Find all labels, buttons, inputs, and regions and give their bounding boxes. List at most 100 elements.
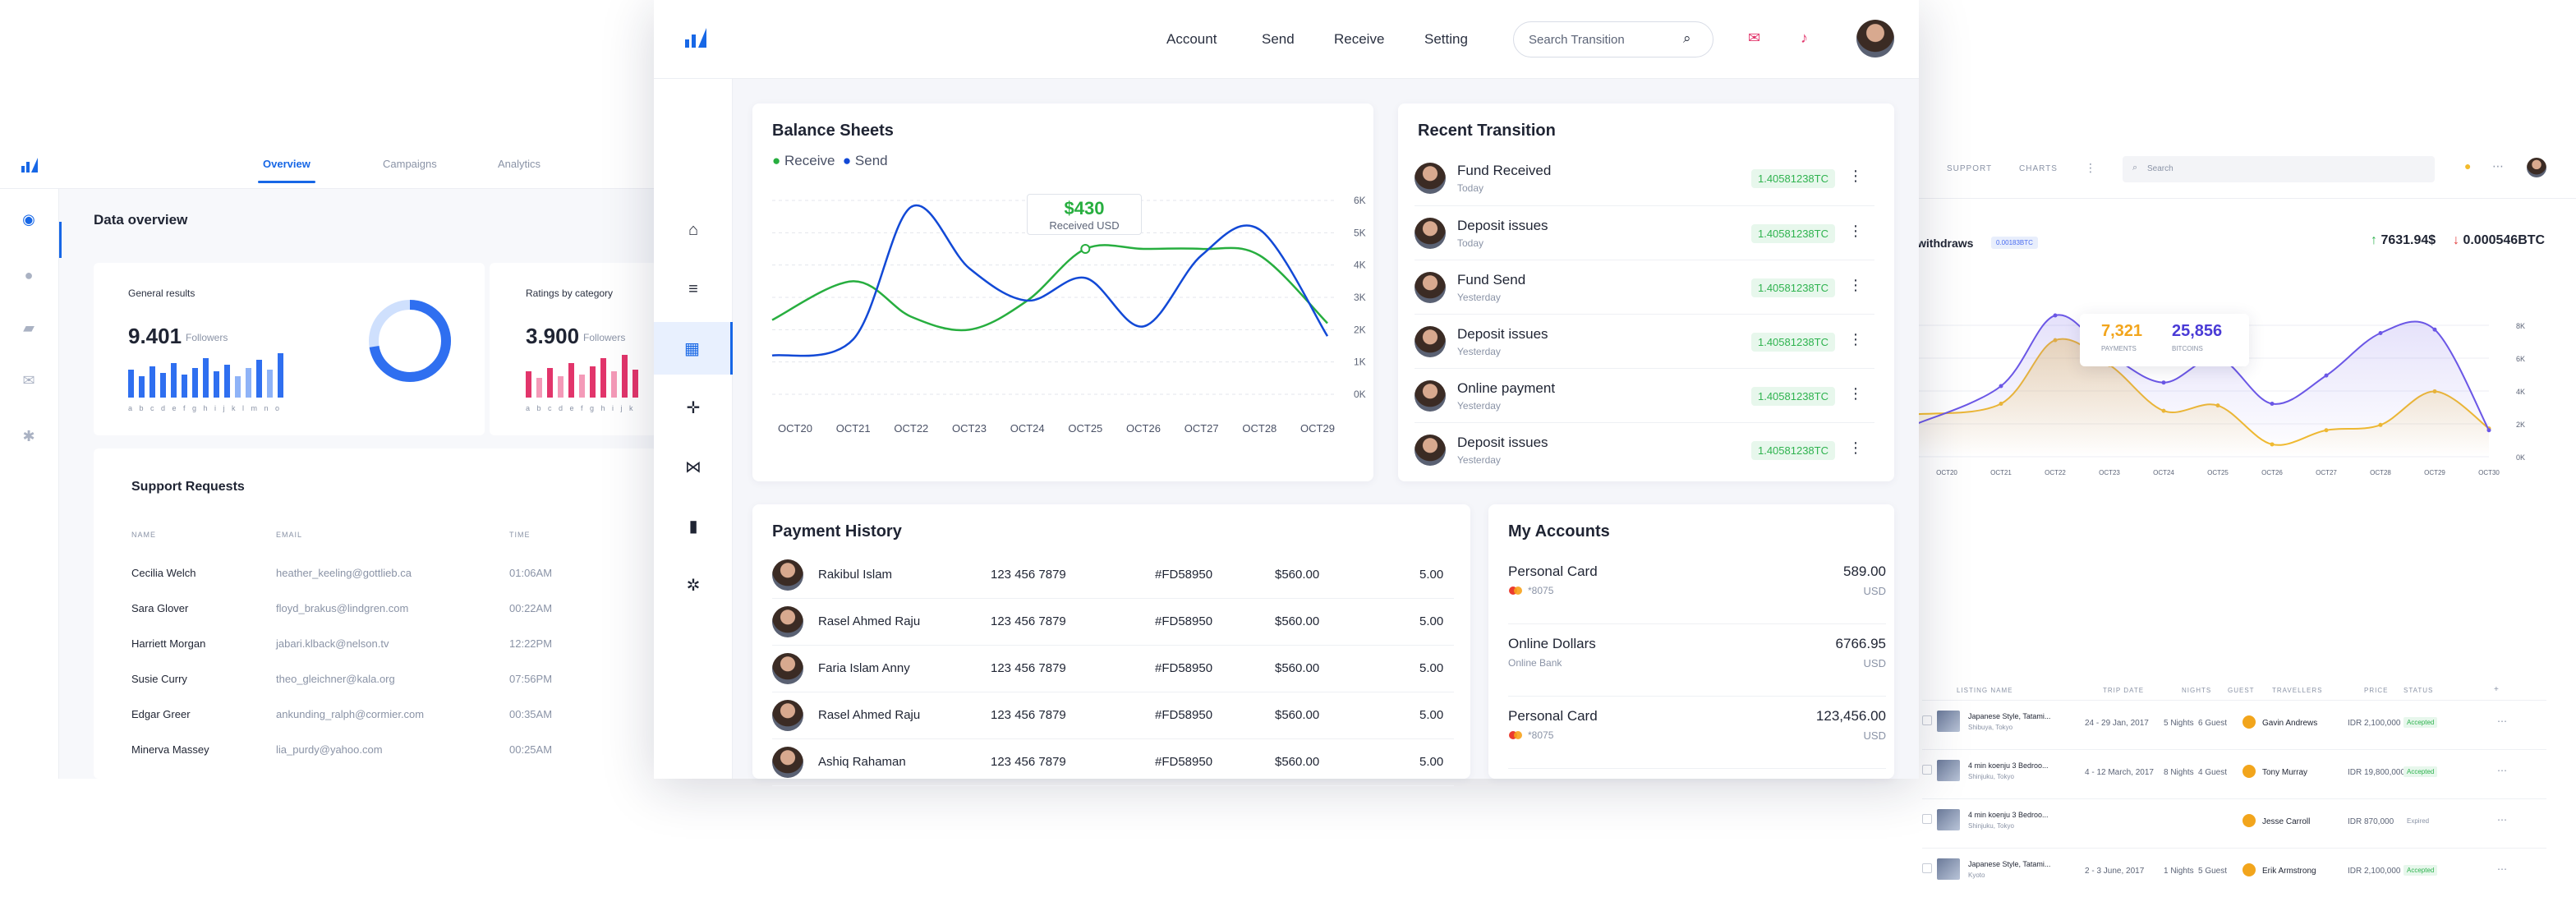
- support-email[interactable]: heather_keeling@gottlieb.ca: [276, 567, 412, 579]
- brand-logo-icon[interactable]: [683, 26, 708, 49]
- settings-icon[interactable]: ✱: [20, 427, 38, 445]
- row-checkbox[interactable]: [1922, 814, 1932, 824]
- support-email[interactable]: theo_gleichner@kala.org: [276, 673, 395, 685]
- transition-avatar: [1414, 272, 1446, 303]
- balance-tooltip-label: Received USD: [1028, 219, 1141, 232]
- right-user-avatar[interactable]: [2527, 158, 2546, 177]
- tab-campaigns[interactable]: Campaigns: [383, 158, 437, 170]
- center-sidebar: ⌂ ≡ ▦ ✛ ⋈ ▮ ✲: [654, 79, 733, 779]
- dashboard-icon[interactable]: ◉: [20, 210, 38, 228]
- filter-icon[interactable]: ≡: [654, 263, 733, 315]
- payer-name: Rasel Ahmed Raju: [818, 708, 920, 722]
- tooltip-payments-value: 7,321: [2101, 322, 2142, 341]
- transition-search-input[interactable]: Search Transition ⌕: [1513, 21, 1714, 58]
- add-column-icon[interactable]: +: [2494, 685, 2499, 694]
- user-avatar[interactable]: [1856, 20, 1894, 58]
- home-icon[interactable]: ⌂: [654, 204, 733, 256]
- payment-id: #FD58950: [1155, 568, 1212, 582]
- highlighted-point[interactable]: [1081, 245, 1089, 253]
- payment-history-title: Payment History: [772, 522, 902, 541]
- settings-gear-icon[interactable]: ✲: [654, 559, 733, 611]
- listing-name[interactable]: 4 min koenju 3 Bedroo...: [1968, 811, 2049, 819]
- row-more-icon[interactable]: ⋯: [2497, 765, 2507, 776]
- more-icon[interactable]: ⋮: [2085, 161, 2096, 175]
- listing-name[interactable]: Japanese Style, Tatami...: [1968, 712, 2050, 720]
- bell-icon[interactable]: ●: [2464, 159, 2471, 172]
- row-more-icon[interactable]: ⋯: [2497, 814, 2507, 826]
- listing-name[interactable]: Japanese Style, Tatami...: [1968, 860, 2050, 868]
- transition-time: Today: [1457, 182, 1484, 194]
- row-menu-icon[interactable]: ⋮: [1848, 168, 1863, 185]
- mail-icon[interactable]: ✉: [20, 371, 38, 389]
- nav-account[interactable]: Account: [1166, 31, 1217, 48]
- nav-charts[interactable]: CHARTS: [2019, 164, 2058, 173]
- support-email[interactable]: lia_purdy@yahoo.com: [276, 743, 383, 756]
- status-badge: Accepted: [2404, 766, 2437, 777]
- nav-setting[interactable]: Setting: [1424, 31, 1468, 48]
- stat-up-value: 7631.94$: [2380, 233, 2436, 247]
- notification-bell-icon[interactable]: ♪: [1801, 30, 1808, 47]
- search-icon[interactable]: ⌕: [1683, 30, 1691, 47]
- row-checkbox[interactable]: [1922, 863, 1932, 873]
- apps-grid-icon[interactable]: ⋯: [2492, 159, 2504, 173]
- nav-receive[interactable]: Receive: [1334, 31, 1384, 48]
- payer-phone: 123 456 7879: [991, 568, 1066, 582]
- support-email[interactable]: ankunding_ralph@cormier.com: [276, 708, 424, 720]
- target-icon[interactable]: ✛: [654, 381, 733, 434]
- row-menu-icon[interactable]: ⋮: [1848, 385, 1863, 402]
- row-checkbox[interactable]: [1922, 765, 1932, 775]
- support-email[interactable]: floyd_brakus@lindgren.com: [276, 602, 408, 614]
- x-tick-label: OCT21: [1990, 469, 2012, 476]
- row-menu-icon[interactable]: ⋮: [1848, 439, 1863, 457]
- support-email[interactable]: jabari.klback@nelson.tv: [276, 637, 389, 650]
- row-more-icon[interactable]: ⋯: [2497, 715, 2507, 727]
- nights: 8 Nights: [2164, 768, 2194, 777]
- bar-chart-icon[interactable]: ▮: [654, 499, 733, 552]
- folder-icon[interactable]: ▰: [20, 319, 38, 337]
- right-search-input[interactable]: ⌕ Search: [2123, 156, 2435, 182]
- sliders-icon[interactable]: ⋈: [654, 440, 733, 493]
- x-tick-label: OCT23: [952, 422, 987, 435]
- dashboard-grid-icon[interactable]: ▦: [654, 322, 733, 375]
- row-more-icon[interactable]: ⋯: [2497, 863, 2507, 875]
- nav-support[interactable]: SUPPORT: [1947, 164, 1992, 173]
- mail-icon[interactable]: ✉: [1748, 30, 1760, 47]
- y-tick-label: 0K: [2516, 453, 2525, 462]
- listing-name[interactable]: 4 min koenju 3 Bedroo...: [1968, 761, 2049, 770]
- listing-thumbnail: [1937, 760, 1960, 781]
- chat-icon[interactable]: ●: [20, 266, 38, 284]
- tab-analytics[interactable]: Analytics: [498, 158, 540, 170]
- nav-send[interactable]: Send: [1262, 31, 1295, 48]
- tab-overview[interactable]: Overview: [263, 158, 310, 170]
- row-menu-icon[interactable]: ⋮: [1848, 223, 1863, 240]
- point-bitcoins: [1999, 384, 2003, 389]
- row-checkbox[interactable]: [1922, 715, 1932, 725]
- row-menu-icon[interactable]: ⋮: [1848, 277, 1863, 294]
- row-menu-icon[interactable]: ⋮: [1848, 331, 1863, 348]
